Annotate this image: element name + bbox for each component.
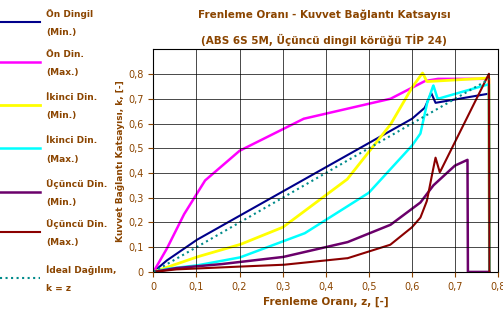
Text: İkinci Din.: İkinci Din. bbox=[46, 93, 97, 102]
Text: Ön Dingil: Ön Dingil bbox=[46, 9, 93, 19]
Text: Üçüncü Din.: Üçüncü Din. bbox=[46, 179, 107, 189]
Text: (ABS 6S 5M, Üçüncü dingil körüğü TİP 24): (ABS 6S 5M, Üçüncü dingil körüğü TİP 24) bbox=[202, 34, 447, 46]
Text: (Min.): (Min.) bbox=[46, 198, 76, 207]
Text: (Min.): (Min.) bbox=[46, 28, 76, 37]
Text: (Max.): (Max.) bbox=[46, 154, 78, 164]
Text: İkinci Din.: İkinci Din. bbox=[46, 136, 97, 145]
Text: (Max.): (Max.) bbox=[46, 68, 78, 77]
Text: (Min.): (Min.) bbox=[46, 111, 76, 121]
Text: Frenleme Oranı - Kuvvet Bağlantı Katsayısı: Frenleme Oranı - Kuvvet Bağlantı Katsayı… bbox=[198, 9, 451, 20]
Text: Üçüncü Din.: Üçüncü Din. bbox=[46, 219, 107, 229]
Text: k = z: k = z bbox=[46, 284, 71, 294]
Text: (Max.): (Max.) bbox=[46, 238, 78, 247]
X-axis label: Frenleme Oranı, z, [-]: Frenleme Oranı, z, [-] bbox=[263, 297, 388, 307]
Text: İdeal Dağılım,: İdeal Dağılım, bbox=[46, 265, 116, 275]
Y-axis label: Kuvvet Bağlantı Katsayısı, k, [-]: Kuvvet Bağlantı Katsayısı, k, [-] bbox=[116, 80, 125, 242]
Text: Ön Din.: Ön Din. bbox=[46, 49, 83, 59]
